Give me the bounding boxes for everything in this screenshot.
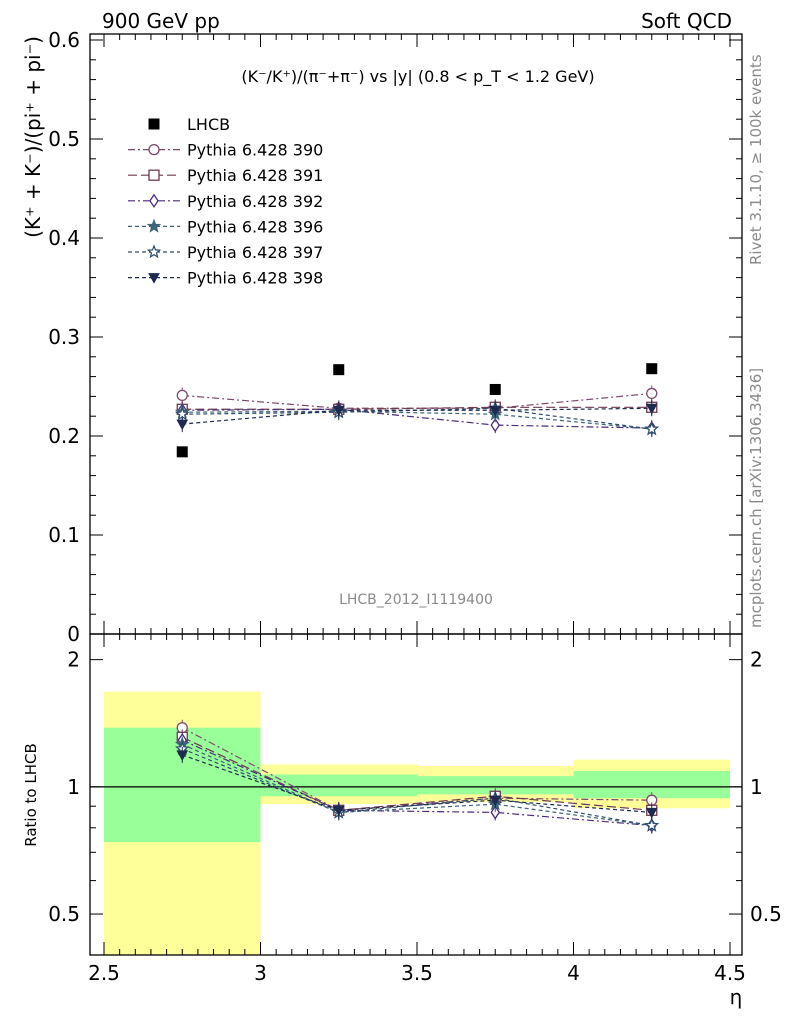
- x-tick-label: 4: [567, 961, 580, 985]
- header-left-label: 900 GeV pp: [102, 9, 220, 33]
- plot-title: (K⁻/K⁺)/(π⁻+π⁻) vs |y| (0.8 < p_T < 1.2 …: [241, 67, 594, 87]
- ratio-series-point: [332, 805, 345, 817]
- y-tick-label: 0: [67, 622, 80, 646]
- y-tick-label: 0.5: [48, 127, 80, 151]
- ratio-plot-frame: [89, 633, 743, 956]
- legend-label-lhcb: LHCB: [187, 115, 230, 134]
- series-point: [489, 405, 502, 417]
- ratio-series-point: [176, 750, 189, 761]
- legend-marker: [146, 218, 162, 233]
- ratio-y-tick-label-right: 2: [750, 648, 763, 672]
- legend-marker: [149, 193, 159, 208]
- ratio-series-point: [644, 817, 660, 832]
- legend-label: Pythia 6.428 391: [187, 166, 323, 185]
- y-axis-title: (K⁺ + K⁻)/(pi⁺ + pi⁻): [21, 36, 45, 238]
- series-line: [182, 410, 652, 430]
- y-tick-label: 0.4: [48, 226, 80, 250]
- x-axis-title: η: [730, 985, 743, 1009]
- rivet-version-label: Rivet 3.1.10, ≥ 100k events: [747, 54, 765, 265]
- tick-labels: 2.5 3 3.5 4 4.5 0 0.1 0.2 0.3 0.4 0.5 0.6 0.5 0.5 1 1 2 2: [48, 28, 782, 985]
- x-tick-label: 3: [254, 961, 267, 985]
- series-line: [182, 407, 652, 430]
- x-tick-label: 4.5: [714, 961, 746, 985]
- ratio-series-line: [182, 754, 652, 814]
- ratio-series-line: [182, 748, 652, 827]
- ratio-series-line: [182, 743, 652, 827]
- ratio-series-point: [489, 795, 502, 807]
- ratio-series-line: [181, 736, 652, 811]
- lhcb-data-point: [333, 364, 345, 376]
- x-tick-label: 3.5: [401, 961, 433, 985]
- y-tick-label: 0.3: [48, 325, 80, 349]
- legend-marker: [148, 273, 160, 284]
- lhcb-data-point: [646, 363, 658, 375]
- legend-label: Pythia 6.428 396: [187, 217, 323, 236]
- ratio-series-line: [182, 739, 652, 827]
- legend-marker: [148, 143, 160, 156]
- series-line: [182, 392, 652, 409]
- lhcb-data-point: [489, 383, 501, 395]
- ratio-y-tick-label: 1: [67, 775, 80, 799]
- y-tick-label: 0.6: [48, 28, 80, 52]
- series-point: [646, 387, 658, 400]
- series-point: [490, 417, 501, 433]
- main-panel-series: [174, 363, 660, 458]
- series-point: [176, 419, 189, 431]
- ratio-panel-series: [174, 719, 660, 834]
- legend-label: Pythia 6.428 397: [187, 243, 323, 262]
- ratio-y-axis-title: Ratio to LHCB: [22, 743, 40, 847]
- legend-label: Pythia 6.428 398: [187, 269, 323, 288]
- header-right-label: Soft QCD: [641, 9, 732, 33]
- mcplots-label: mcplots.cern.ch [arXiv:1306.3436]: [747, 368, 765, 628]
- ratio-y-tick-label-right: 1: [750, 775, 763, 799]
- series-line: [182, 408, 652, 429]
- ratio-y-tick-label-right: 0.5: [750, 902, 782, 926]
- ratio-band-inner: [417, 776, 574, 795]
- ratio-series-point: [490, 805, 501, 820]
- ratio-y-tick-label: 0.5: [48, 902, 80, 926]
- analysis-watermark: LHCB_2012_I1119400: [339, 592, 493, 608]
- axis-ticks: [90, 34, 742, 956]
- x-tick-label: 2.5: [88, 961, 120, 985]
- legend-label: Pythia 6.428 390: [187, 141, 323, 160]
- legend-marker-lhcb: [148, 118, 160, 130]
- ratio-y-tick-label: 2: [67, 648, 80, 672]
- ratio-series-point: [645, 807, 658, 819]
- y-tick-label: 0.1: [48, 523, 80, 547]
- series-point: [332, 405, 345, 417]
- series-line: [182, 407, 652, 425]
- lhcb-data-point: [176, 446, 188, 458]
- plot-frames: [89, 33, 743, 956]
- legend-label: Pythia 6.428 392: [187, 192, 323, 211]
- y-tick-label: 0.2: [48, 424, 80, 448]
- ratio-band-inner: [260, 774, 417, 797]
- legend: LHCB Pythia 6.428 390 Pythia 6.428 391 Pyth…: [128, 115, 323, 288]
- legend-marker: [148, 169, 160, 181]
- series-point: [176, 389, 188, 402]
- ratio-series-line: [181, 727, 652, 811]
- legend-marker: [146, 244, 162, 259]
- series-point: [644, 421, 660, 436]
- series-point: [645, 403, 658, 415]
